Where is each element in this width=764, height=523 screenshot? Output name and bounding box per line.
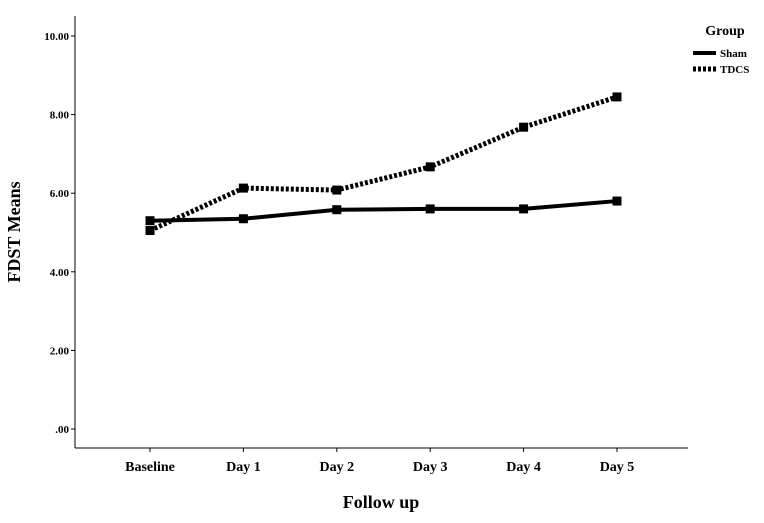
legend-label: TDCS xyxy=(720,64,749,76)
data-point xyxy=(612,196,622,206)
x-ticks: Baseline Day 1 Day 2 Day 3 Day 4 Day 5 xyxy=(125,448,634,475)
axes xyxy=(74,16,688,449)
data-point xyxy=(519,204,529,214)
y-tick-label: 2.00 xyxy=(50,345,70,357)
y-tick-label: 8.00 xyxy=(50,110,70,122)
x-tick-label: Day 2 xyxy=(319,460,354,475)
series-layer xyxy=(145,92,622,236)
series-sham xyxy=(145,196,622,226)
legend-label: Sham xyxy=(720,48,747,60)
x-tick-label: Baseline xyxy=(125,460,175,475)
legend: Group Sham TDCS xyxy=(693,24,749,76)
series-line-tdcs xyxy=(148,94,618,233)
y-axis-title: FDST Means xyxy=(4,181,24,282)
data-point xyxy=(425,204,435,214)
data-point xyxy=(238,183,248,193)
series-line-sham xyxy=(149,199,618,223)
data-point xyxy=(332,205,342,215)
y-tick-label: 4.00 xyxy=(50,267,70,279)
y-ticks: .00 2.00 4.00 6.00 8.00 10.00 xyxy=(44,31,75,436)
data-point xyxy=(519,122,529,132)
legend-items: Sham TDCS xyxy=(693,48,749,76)
data-point xyxy=(332,185,342,195)
data-point xyxy=(145,216,155,226)
series-tdcs xyxy=(145,92,622,236)
x-axis-title: Follow up xyxy=(343,492,420,512)
y-tick-label: 10.00 xyxy=(44,31,69,43)
data-point xyxy=(425,162,435,172)
x-tick-label: Day 1 xyxy=(226,460,261,475)
x-tick-label: Day 3 xyxy=(413,460,448,475)
data-point xyxy=(145,226,155,236)
legend-item-tdcs: TDCS xyxy=(693,64,749,76)
legend-item-sham: Sham xyxy=(693,48,747,60)
data-point xyxy=(238,214,248,224)
y-tick-label: 6.00 xyxy=(50,188,70,200)
legend-title: Group xyxy=(705,24,745,39)
x-tick-label: Day 5 xyxy=(600,460,635,475)
y-tick-label: .00 xyxy=(55,424,69,436)
x-tick-label: Day 4 xyxy=(506,460,541,475)
data-point xyxy=(612,92,622,102)
